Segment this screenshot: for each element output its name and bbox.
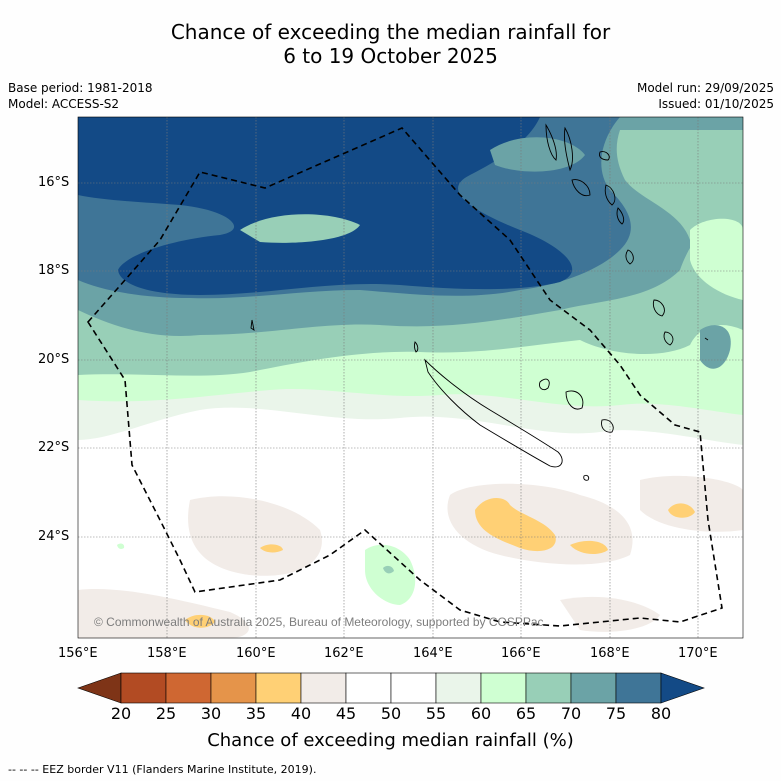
small-island-4 (413, 341, 419, 353)
cbar-swatch (210, 672, 257, 704)
small-island-1 (250, 319, 255, 331)
lon-label-166e: 166°E (501, 646, 541, 661)
copyright-text: © Commonwealth of Australia 2025, Bureau… (94, 615, 544, 629)
title-line-1: Chance of exceeding the median rainfall … (170, 20, 611, 44)
field-35-40-d (260, 544, 283, 553)
cbar-label-75: 75 (605, 704, 627, 723)
loyalty-islands (539, 378, 614, 433)
probability-fields (78, 117, 743, 638)
cbar-swatch (255, 672, 302, 704)
model-name: Model: ACCESS-S2 (8, 97, 120, 111)
patch-left-green (117, 543, 125, 549)
cbar-label-65: 65 (515, 704, 537, 723)
cbar-swatch (345, 672, 392, 704)
cbar-swatch (570, 672, 617, 704)
lon-label-162e: 162°E (324, 646, 364, 661)
cbar-label-50: 50 (380, 704, 402, 723)
lat-label-24s: 24°S (38, 529, 70, 544)
field-85-plus (78, 117, 573, 295)
cbar-swatch (300, 672, 347, 704)
cbar-swatch (480, 672, 527, 704)
lat-label-18s: 18°S (38, 263, 70, 278)
cbar-label-55: 55 (425, 704, 447, 723)
patch-light-1 (240, 214, 360, 243)
cbar-extend-high (660, 672, 705, 704)
small-island-2 (583, 474, 590, 481)
vanuatu-mid (571, 151, 616, 206)
field-40-45-b (640, 475, 743, 532)
field-35-40-e (185, 614, 215, 628)
colorbar-title: Chance of exceeding median rainfall (%) (207, 730, 574, 751)
lat-label-16s: 16°S (38, 175, 70, 190)
lon-label-158e: 158°E (147, 646, 187, 661)
lon-label-170e: 170°E (678, 646, 718, 661)
lon-label-160e: 160°E (236, 646, 276, 661)
base-period: Base period: 1981-2018 (8, 81, 153, 95)
coastlines (250, 123, 709, 481)
cbar-label-35: 35 (245, 704, 267, 723)
cbar-label-25: 25 (155, 704, 177, 723)
small-island-3 (704, 337, 709, 341)
lon-label-156e: 156°E (58, 646, 98, 661)
patch-south-green (365, 544, 416, 605)
cbar-label-70: 70 (560, 704, 582, 723)
patch-right-pale (690, 218, 743, 300)
model-run: Model run: 29/09/2025 (636, 81, 774, 95)
cbar-label-80: 80 (650, 704, 672, 723)
eez-legend: -- -- -- EEZ border V11 (Flanders Marine… (8, 763, 317, 776)
cbar-label-30: 30 (200, 704, 222, 723)
vanuatu-north (545, 123, 573, 172)
field-35-40-c (668, 503, 695, 518)
eez-border (87, 127, 723, 627)
cbar-label-40: 40 (290, 704, 312, 723)
title-line-2: 6 to 19 October 2025 (283, 44, 498, 68)
vanuatu-south (616, 207, 674, 346)
patch-right-blue (700, 325, 731, 369)
field-40-45-c (188, 496, 322, 576)
field-35-40-a (475, 498, 556, 552)
cbar-label-60: 60 (470, 704, 492, 723)
new-caledonia (424, 358, 563, 468)
field-35-40-b (570, 540, 608, 555)
colorbar (77, 672, 705, 704)
cbar-label-45: 45 (335, 704, 357, 723)
issued-date: Issued: 01/10/2025 (658, 97, 774, 111)
cbar-swatch (525, 672, 572, 704)
cbar-swatch (120, 672, 167, 704)
lat-label-22s: 22°S (38, 440, 70, 455)
cbar-swatch (615, 672, 662, 704)
lat-label-20s: 20°S (38, 352, 70, 367)
cbar-swatch (165, 672, 212, 704)
lon-label-168e: 168°E (590, 646, 630, 661)
patch-south-green-2 (383, 565, 394, 574)
patch-light-2 (490, 137, 585, 172)
map-frame (77, 116, 744, 639)
lon-label-164e: 164°E (413, 646, 453, 661)
cbar-swatch (390, 672, 437, 704)
cbar-extend-low (77, 672, 122, 704)
cbar-swatch (435, 672, 482, 704)
cbar-label-20: 20 (110, 704, 132, 723)
